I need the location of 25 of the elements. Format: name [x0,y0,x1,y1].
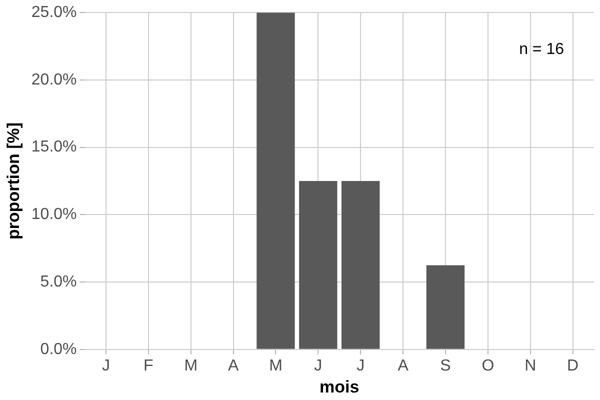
x-tick-label: M [184,357,198,374]
x-tick-label: M [269,357,282,374]
bar [342,181,380,349]
y-tick-label: 20.0% [31,71,77,88]
x-tick-label: A [398,357,409,374]
y-tick-label: 5.0% [40,273,77,290]
x-tick-label: J [314,357,322,374]
bar [426,265,465,349]
annotation: n = 16 [519,41,564,58]
x-tick-label: F [144,357,154,374]
x-axis-title: mois [320,377,360,396]
x-tick-label: J [102,357,110,374]
x-tick-label: J [356,357,365,374]
y-tick-label: 25.0% [31,4,77,22]
bar [256,12,295,349]
x-tick-label: O [482,357,494,374]
x-tick-label: D [567,357,579,374]
y-tick-label: 15.0% [31,138,77,156]
y-axis-title: proportion [%] [4,122,23,240]
x-tick-label: A [228,357,239,374]
bar [299,181,338,349]
y-tick-label: 10.0% [31,206,77,224]
x-tick-label: S [440,357,451,374]
y-tick-label: 0.0% [40,340,77,358]
x-tick-label: N [524,357,536,374]
